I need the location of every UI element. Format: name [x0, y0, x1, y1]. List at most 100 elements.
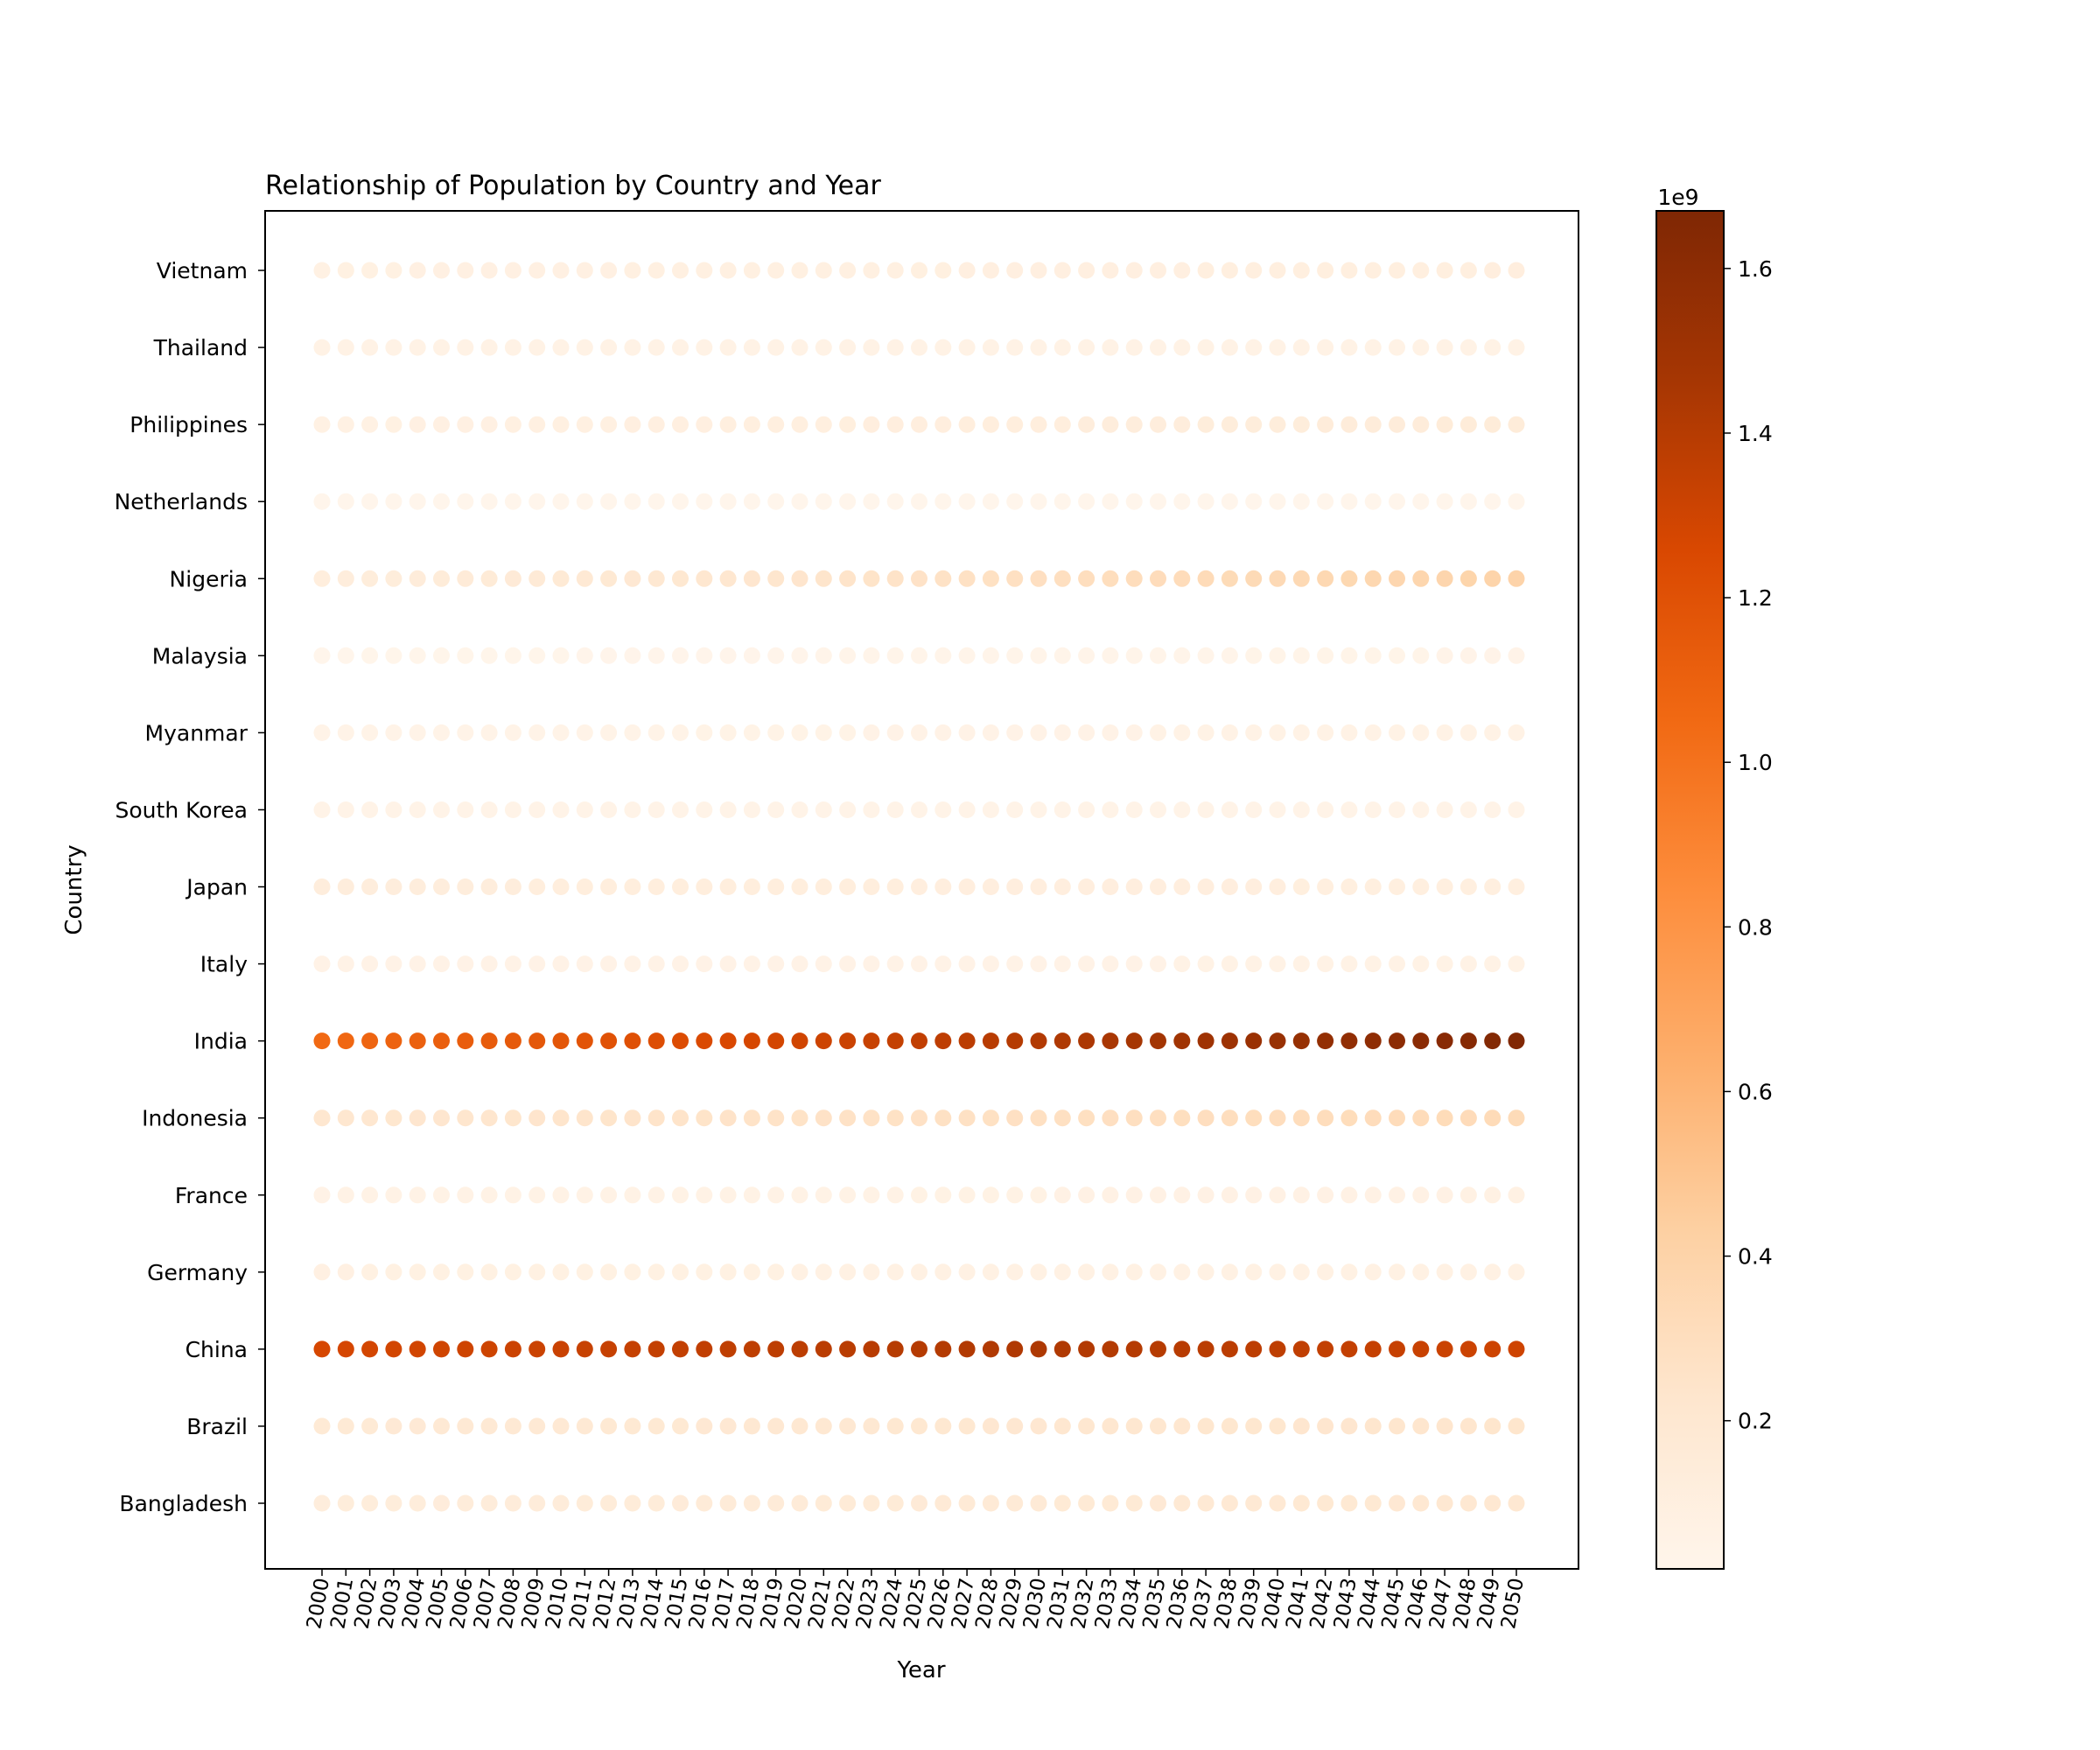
point-philippines-2031: [1054, 416, 1071, 433]
point-india-2027: [958, 1032, 976, 1050]
point-germany-2049: [1484, 1264, 1502, 1281]
point-thailand-2027: [958, 339, 976, 356]
point-india-2002: [361, 1032, 379, 1050]
point-thailand-2033: [1102, 339, 1119, 356]
point-brazil-2026: [934, 1418, 952, 1435]
point-myanmar-2015: [672, 724, 689, 741]
point-italy-2050: [1508, 956, 1525, 973]
point-indonesia-2013: [624, 1110, 641, 1127]
point-philippines-2013: [624, 416, 641, 433]
point-brazil-2049: [1484, 1418, 1502, 1435]
point-south-korea-2049: [1484, 802, 1502, 818]
point-bangladesh-2007: [480, 1494, 498, 1512]
point-france-2006: [457, 1186, 474, 1204]
point-indonesia-2000: [313, 1110, 331, 1127]
point-bangladesh-2019: [767, 1494, 785, 1512]
point-netherlands-2005: [433, 493, 450, 510]
point-thailand-2020: [791, 339, 808, 356]
point-thailand-2015: [672, 339, 689, 356]
point-indonesia-2031: [1054, 1110, 1071, 1127]
point-france-2041: [1292, 1186, 1310, 1204]
point-myanmar-2027: [958, 724, 976, 741]
point-philippines-2048: [1460, 416, 1477, 433]
point-france-2044: [1364, 1186, 1382, 1204]
point-indonesia-2019: [767, 1110, 785, 1127]
point-south-korea-2031: [1054, 802, 1071, 818]
point-china-2026: [934, 1340, 952, 1358]
point-germany-2034: [1125, 1264, 1143, 1281]
point-india-2015: [672, 1032, 689, 1050]
point-south-korea-2039: [1245, 802, 1263, 818]
point-vietnam-2010: [552, 262, 570, 279]
point-indonesia-2012: [600, 1110, 618, 1127]
point-japan-2010: [552, 878, 570, 895]
point-malaysia-2025: [911, 647, 928, 664]
point-malaysia-2037: [1197, 647, 1214, 664]
point-myanmar-2047: [1436, 724, 1453, 741]
point-philippines-2040: [1269, 416, 1286, 433]
point-netherlands-2008: [504, 493, 522, 510]
point-vietnam-2037: [1197, 262, 1214, 279]
point-vietnam-2028: [982, 262, 999, 279]
point-myanmar-2018: [743, 724, 760, 741]
point-france-2004: [409, 1186, 426, 1204]
point-france-2022: [839, 1186, 857, 1204]
point-india-2004: [409, 1032, 426, 1050]
point-south-korea-2026: [934, 802, 952, 818]
point-japan-2009: [528, 878, 546, 895]
y-tick-label: Bangladesh: [119, 1491, 248, 1516]
y-tick-label: Philippines: [130, 412, 248, 438]
point-germany-2037: [1197, 1264, 1214, 1281]
point-china-2046: [1412, 1340, 1430, 1358]
point-south-korea-2013: [624, 802, 641, 818]
point-germany-2032: [1078, 1264, 1096, 1281]
point-indonesia-2005: [433, 1110, 450, 1127]
point-brazil-2014: [648, 1418, 665, 1435]
point-philippines-2001: [337, 416, 354, 433]
point-bangladesh-2008: [504, 1494, 522, 1512]
point-south-korea-2009: [528, 802, 546, 818]
point-china-2029: [1006, 1340, 1024, 1358]
point-philippines-2014: [648, 416, 665, 433]
point-netherlands-2012: [600, 493, 618, 510]
point-germany-2018: [743, 1264, 760, 1281]
point-india-2032: [1078, 1032, 1096, 1050]
point-south-korea-2032: [1078, 802, 1096, 818]
point-vietnam-2039: [1245, 262, 1263, 279]
point-south-korea-2046: [1412, 802, 1430, 818]
point-netherlands-2014: [648, 493, 665, 510]
point-philippines-2026: [934, 416, 952, 433]
point-netherlands-2036: [1173, 493, 1191, 510]
point-germany-2031: [1054, 1264, 1071, 1281]
point-indonesia-2030: [1030, 1110, 1047, 1127]
colorbar-offset-text: 1e9: [1657, 185, 1698, 210]
point-nigeria-2035: [1150, 570, 1166, 587]
point-thailand-2018: [743, 339, 760, 356]
point-japan-2041: [1292, 878, 1310, 895]
point-brazil-2030: [1030, 1418, 1047, 1435]
point-indonesia-2029: [1006, 1110, 1024, 1127]
point-japan-2000: [313, 878, 331, 895]
point-myanmar-2038: [1221, 724, 1238, 741]
point-india-2035: [1150, 1032, 1166, 1050]
point-france-2020: [791, 1186, 808, 1204]
point-bangladesh-2038: [1221, 1494, 1238, 1512]
point-myanmar-2046: [1412, 724, 1430, 741]
point-bangladesh-2016: [696, 1494, 713, 1512]
point-japan-2018: [743, 878, 760, 895]
point-india-2006: [457, 1032, 474, 1050]
point-france-2002: [361, 1186, 379, 1204]
point-vietnam-2046: [1412, 262, 1430, 279]
point-malaysia-2040: [1269, 647, 1286, 664]
point-brazil-2007: [480, 1418, 498, 1435]
point-vietnam-2027: [958, 262, 976, 279]
point-south-korea-2040: [1269, 802, 1286, 818]
point-india-2045: [1389, 1032, 1405, 1050]
point-nigeria-2023: [863, 570, 880, 587]
point-china-2004: [409, 1340, 426, 1358]
point-indonesia-2034: [1125, 1110, 1143, 1127]
point-malaysia-2010: [552, 647, 570, 664]
point-malaysia-2030: [1030, 647, 1047, 664]
point-germany-2006: [457, 1264, 474, 1281]
point-malaysia-2039: [1245, 647, 1263, 664]
